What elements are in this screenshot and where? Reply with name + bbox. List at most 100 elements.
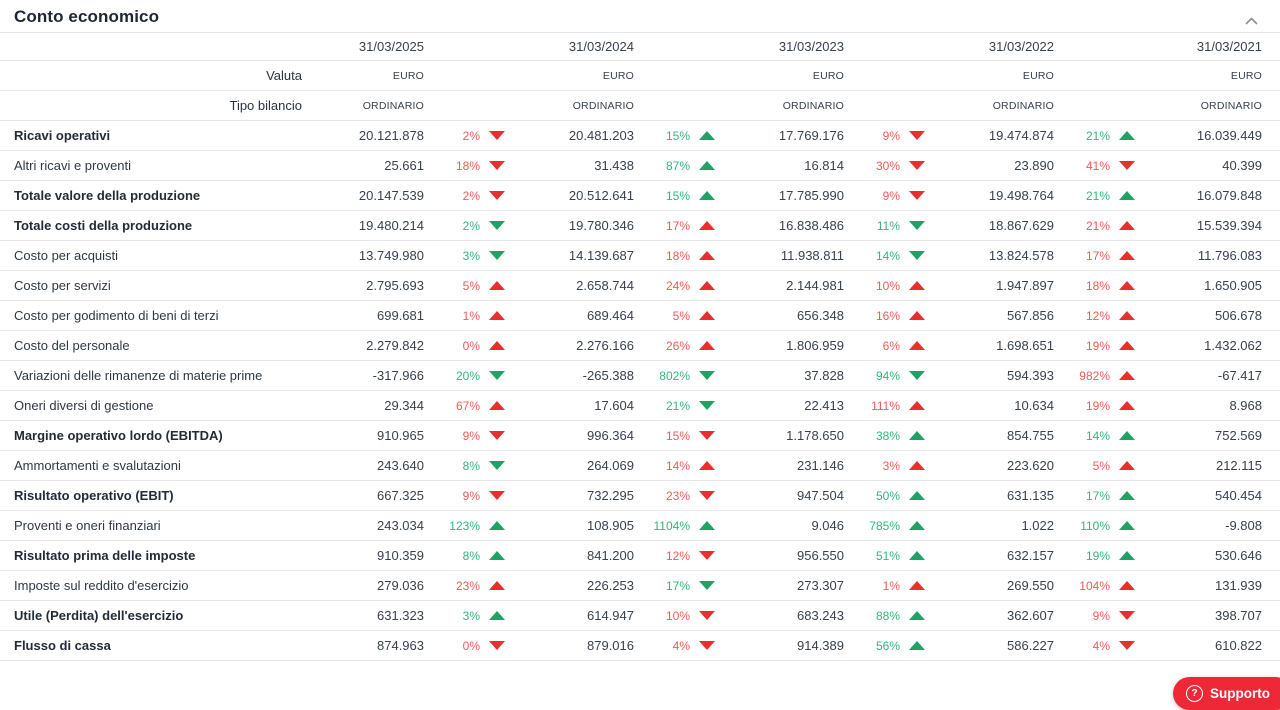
cell-change-percent: 15% — [665, 428, 690, 443]
meta-cell-value: EURO — [602, 69, 634, 82]
trend-down-icon — [699, 371, 715, 380]
trend-cell — [1110, 161, 1144, 170]
cell-change-percent: 5% — [672, 308, 690, 323]
cell-change-percent: 21% — [1085, 188, 1110, 203]
trend-up-icon — [909, 641, 925, 650]
cell-change-percent: 14% — [665, 458, 690, 473]
cell-value: 1.178.650 — [786, 428, 844, 443]
trend-up-icon — [1119, 551, 1135, 560]
cell-change-percent: 17% — [665, 218, 690, 233]
cell-value: 874.963 — [377, 638, 424, 653]
cell-value: 19.498.764 — [988, 188, 1054, 203]
cell-change-percent: 12% — [665, 548, 690, 563]
cell-value: 11.938.811 — [780, 248, 844, 263]
trend-up-icon — [909, 521, 925, 530]
table-row: Risultato operativo (EBIT) 667.325 9% 732.2… — [0, 481, 1280, 511]
panel-header: Conto economico — [0, 0, 1280, 32]
meta-cell-value: ORDINARIO — [782, 99, 844, 112]
trend-up-icon — [909, 431, 925, 440]
cell-value: -9.808 — [1225, 518, 1262, 533]
table-row: Risultato prima delle imposte 910.359 8% 84… — [0, 541, 1280, 571]
row-label: Variazioni delle rimanenze di materie pr… — [14, 368, 263, 383]
collapse-section-button[interactable] — [1243, 15, 1260, 27]
table-meta-row: Tipo bilancio ORDINARIO ORDINARIO ORDINARIO… — [0, 91, 1280, 121]
cell-change-percent: 26% — [665, 338, 690, 353]
trend-cell — [480, 551, 514, 560]
row-label: Imposte sul reddito d'esercizio — [14, 578, 189, 593]
cell-value: 732.295 — [587, 488, 634, 503]
trend-up-icon — [489, 311, 505, 320]
cell-change-percent: 4% — [672, 638, 690, 653]
cell-value: 614.947 — [587, 608, 634, 623]
cell-change-percent: 21% — [1085, 128, 1110, 143]
question-circle-icon: ? — [1186, 685, 1203, 702]
trend-up-icon — [1119, 131, 1135, 140]
cell-value: 20.481.203 — [568, 128, 634, 143]
trend-cell — [1110, 311, 1144, 320]
cell-change-percent: 8% — [462, 458, 480, 473]
cell-value: 752.569 — [1215, 428, 1262, 443]
cell-value: 20.147.539 — [358, 188, 424, 203]
trend-up-icon — [1119, 281, 1135, 290]
cell-change-percent: 9% — [882, 188, 900, 203]
meta-cell-value: EURO — [1022, 69, 1054, 82]
cell-value: 841.200 — [587, 548, 634, 563]
row-label: Costo per servizi — [14, 278, 111, 293]
trend-cell — [690, 131, 724, 140]
cell-value: 212.115 — [1215, 458, 1262, 473]
table-meta-row: Valuta EURO EURO EURO EURO EURO — [0, 61, 1280, 91]
cell-value: 25.661 — [384, 158, 424, 173]
column-header-date: 31/03/2025 — [358, 39, 424, 54]
cell-change-percent: 0% — [462, 638, 480, 653]
table-row: Flusso di cassa 874.963 0% 879.016 4% 914.389… — [0, 631, 1280, 661]
cell-value: 15.539.394 — [1196, 218, 1262, 233]
trend-cell — [900, 281, 934, 290]
cell-change-percent: 23% — [455, 578, 480, 593]
cell-change-percent: 2% — [462, 188, 480, 203]
trend-down-icon — [489, 431, 505, 440]
cell-change-percent: 50% — [875, 488, 900, 503]
cell-value: 683.243 — [797, 608, 844, 623]
trend-cell — [1110, 371, 1144, 380]
trend-cell — [900, 581, 934, 590]
cell-change-percent: 3% — [882, 458, 900, 473]
trend-down-icon — [699, 491, 715, 500]
trend-up-icon — [1119, 581, 1135, 590]
trend-cell — [480, 251, 514, 260]
cell-change-percent: 9% — [462, 488, 480, 503]
cell-value: 540.454 — [1215, 488, 1262, 503]
cell-change-percent: 87% — [665, 158, 690, 173]
trend-cell — [690, 191, 724, 200]
trend-cell — [900, 431, 934, 440]
trend-cell — [1110, 461, 1144, 470]
trend-up-icon — [1119, 461, 1135, 470]
cell-change-percent: 5% — [462, 278, 480, 293]
cell-change-percent: 9% — [882, 128, 900, 143]
trend-cell — [690, 371, 724, 380]
cell-change-percent: 18% — [665, 248, 690, 263]
page-title: Conto economico — [14, 7, 160, 26]
trend-up-icon — [1119, 191, 1135, 200]
row-label: Totale costi della produzione — [14, 218, 193, 233]
trend-cell — [690, 221, 724, 230]
table-row: Imposte sul reddito d'esercizio 279.036 23… — [0, 571, 1280, 601]
cell-value: 594.393 — [1007, 368, 1054, 383]
trend-down-icon — [909, 161, 925, 170]
trend-down-icon — [699, 431, 715, 440]
cell-change-percent: 1% — [462, 308, 480, 323]
trend-down-icon — [909, 251, 925, 260]
cell-change-percent: 21% — [665, 398, 690, 413]
cell-value: 223.620 — [1007, 458, 1054, 473]
cell-value: 40.399 — [1222, 158, 1262, 173]
trend-up-icon — [699, 341, 715, 350]
table-row: Totale costi della produzione 19.480.214 2… — [0, 211, 1280, 241]
cell-value: 273.307 — [797, 578, 844, 593]
cell-change-percent: 17% — [1085, 488, 1110, 503]
table-row: Costo del personale 2.279.842 0% 2.276.166 2… — [0, 331, 1280, 361]
support-button[interactable]: ? Supporto — [1173, 677, 1280, 710]
trend-cell — [1110, 221, 1144, 230]
cell-value: -67.417 — [1217, 368, 1262, 383]
cell-value: 23.890 — [1014, 158, 1054, 173]
row-label: Costo del personale — [14, 338, 130, 353]
trend-cell — [480, 401, 514, 410]
